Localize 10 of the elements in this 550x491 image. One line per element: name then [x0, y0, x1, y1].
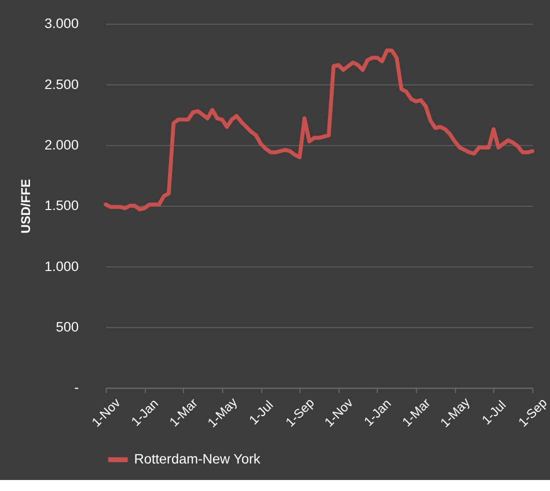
y-axis-title: USD/FFE: [18, 179, 33, 234]
y-tick-label: -: [74, 380, 79, 396]
legend-label: Rotterdam-New York: [134, 452, 261, 467]
y-tick-label: 2.000: [44, 137, 80, 152]
y-tick-label: 3.000: [44, 16, 80, 32]
y-tick-label: 1.500: [44, 198, 80, 214]
line-series: [104, 48, 534, 212]
y-tick-label: 2.500: [44, 76, 80, 92]
y-tick-label: 1.000: [44, 258, 80, 274]
y-tick-label: 500: [56, 320, 80, 335]
